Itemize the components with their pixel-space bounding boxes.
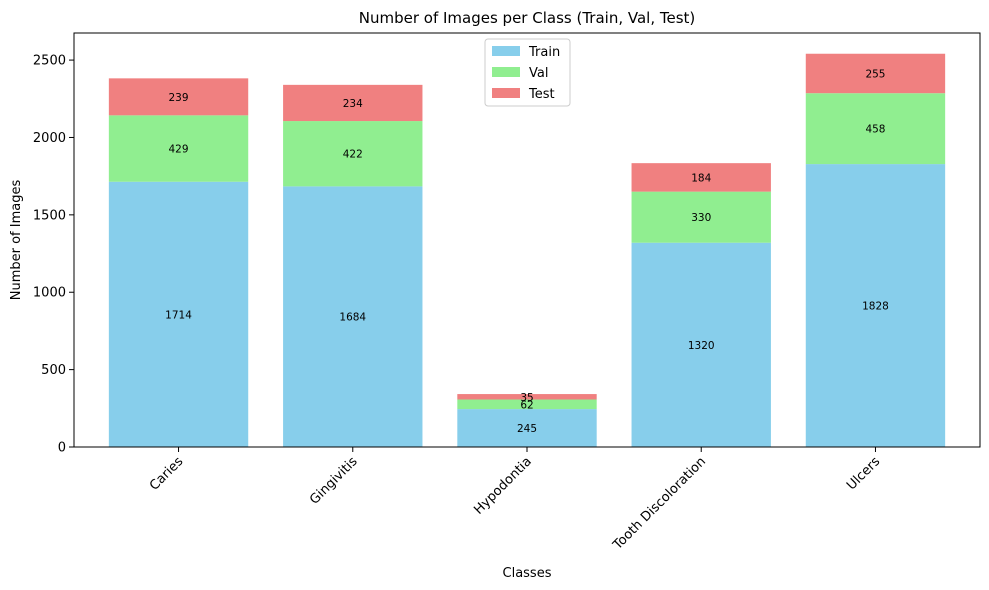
bar-value-label: 1828: [862, 301, 889, 313]
y-tick-label: 2500: [33, 54, 66, 69]
bar-value-label: 234: [343, 98, 363, 110]
bar-val-0: [108, 115, 249, 182]
bar-train-0: [108, 181, 249, 447]
legend-label-test: Test: [528, 87, 555, 102]
bar-value-label: 429: [169, 144, 189, 156]
bar-test-1: [283, 84, 423, 122]
y-axis-label: Number of Images: [9, 180, 24, 301]
chart-title: Number of Images per Class (Train, Val, …: [359, 9, 696, 27]
bar-test-2: [457, 394, 597, 400]
legend-swatch-val: [492, 67, 520, 77]
bars-layer: [108, 53, 946, 447]
bar-test-3: [631, 163, 771, 192]
bar-test-4: [805, 53, 946, 94]
bar-value-label: 62: [520, 399, 533, 411]
bar-value-label: 239: [169, 92, 189, 104]
y-axis: 0 500 1000 1500 2000 2500: [33, 54, 74, 456]
bar-value-label: 35: [520, 392, 533, 404]
bar-value-label: 184: [691, 172, 711, 184]
legend-label-val: Val: [529, 66, 548, 81]
bar-value-label: 458: [865, 124, 885, 136]
y-tick-label: 2000: [33, 131, 66, 146]
y-tick-label: 1000: [33, 286, 66, 301]
legend: Train Val Test: [484, 38, 571, 107]
legend-label-train: Train: [528, 45, 560, 60]
bar-value-label: 1320: [688, 340, 715, 352]
bar-train-3: [631, 242, 771, 447]
bar-val-2: [457, 399, 597, 410]
bar-val-3: [631, 191, 771, 243]
bar-value-label: 1684: [339, 312, 366, 324]
bar-value-label: 1714: [165, 309, 192, 321]
bar-val-4: [805, 93, 946, 165]
bar-val-1: [283, 121, 423, 187]
bar-value-label: 245: [517, 423, 537, 435]
y-tick-label: 1500: [33, 208, 66, 223]
bar-value-label: 330: [691, 212, 711, 224]
bar-test-0: [108, 78, 249, 116]
bar-value-label: 422: [343, 149, 363, 161]
x-axis-label: Classes: [503, 566, 552, 581]
legend-swatch-test: [492, 88, 520, 98]
bar-train-4: [805, 164, 946, 447]
bar-train-1: [283, 186, 423, 447]
bar-train-2: [457, 409, 597, 447]
bar-value-label: 255: [865, 68, 885, 80]
legend-swatch-train: [492, 46, 520, 56]
y-tick-label: 500: [41, 363, 66, 378]
y-tick-label: 0: [58, 441, 66, 456]
